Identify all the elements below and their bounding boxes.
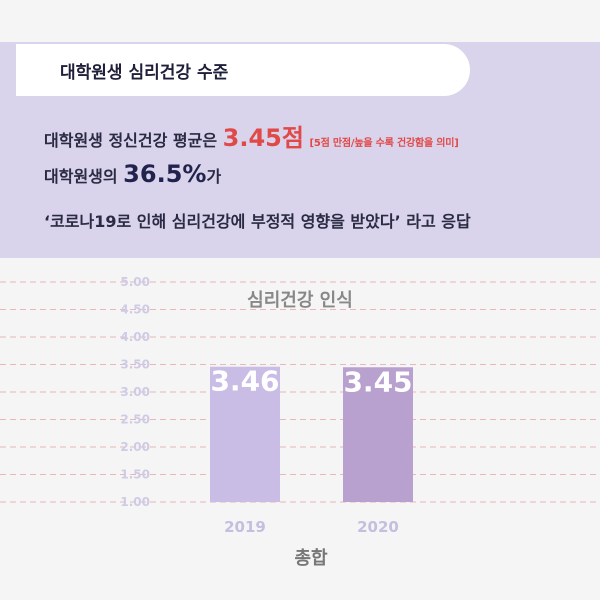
header-panel bbox=[0, 0, 600, 258]
y-tick-label: 3.00 bbox=[120, 385, 150, 399]
y-tick-label: 4.00 bbox=[120, 330, 150, 344]
summary-line-2-suffix: 가 bbox=[206, 167, 222, 186]
bar-chart: 1.00 1.50 2.00 2.50 3.00 3.50 4.00 4.50 5.00 심리건강… bbox=[0, 275, 600, 569]
title-pill: 대학원생 심리건강 수준 bbox=[16, 44, 470, 96]
summary-line-1-prefix: 대학원생 정신건강 평균은 bbox=[44, 131, 223, 150]
chart-title: 심리건강 인식 bbox=[247, 290, 353, 311]
y-tick-label: 4.50 bbox=[120, 303, 150, 317]
summary-line-3: ‘코로나19로 인해 심리건강에 부정적 영향을 받았다’ 라고 응답 bbox=[44, 208, 471, 232]
x-tick-label-2019: 2019 bbox=[224, 518, 266, 536]
percentage-value: 36.5% bbox=[123, 160, 207, 188]
data-label-2020: 3.45 bbox=[343, 365, 412, 398]
x-tick-label-2020: 2020 bbox=[357, 518, 399, 536]
average-score-value: 3.45점 bbox=[222, 124, 304, 152]
data-label-2019: 3.46 bbox=[210, 365, 279, 398]
page-title: 대학원생 심리건강 수준 bbox=[60, 62, 229, 83]
y-tick-label: 3.50 bbox=[120, 358, 150, 372]
summary-line-3-text: ‘코로나19로 인해 심리건강에 부정적 영향을 받았다’ 라고 응답 bbox=[44, 212, 471, 231]
score-scale-note: [5점 만점/높을 수록 건강함을 의미] bbox=[309, 138, 459, 149]
summary-line-2: 대학원생의 36.5%가 bbox=[44, 160, 221, 188]
summary-line-2-prefix: 대학원생의 bbox=[44, 167, 124, 186]
y-tick-label: 2.00 bbox=[120, 440, 150, 454]
y-tick-label: 1.00 bbox=[120, 495, 150, 509]
chart-area: 1.00 1.50 2.00 2.50 3.00 3.50 4.00 4.50 5.00 심리건강… bbox=[0, 258, 600, 600]
y-tick-label: 2.50 bbox=[120, 413, 150, 427]
bar-2020 bbox=[343, 367, 413, 502]
y-tick-label: 1.50 bbox=[120, 468, 150, 482]
y-tick-label: 5.00 bbox=[120, 275, 150, 289]
summary-line-1: 대학원생 정신건강 평균은 3.45점 [5점 만점/높을 수록 건강함을 의미… bbox=[44, 118, 459, 153]
bar-2019 bbox=[210, 366, 280, 502]
x-axis-label: 총합 bbox=[294, 547, 328, 569]
top-strip bbox=[0, 0, 600, 42]
